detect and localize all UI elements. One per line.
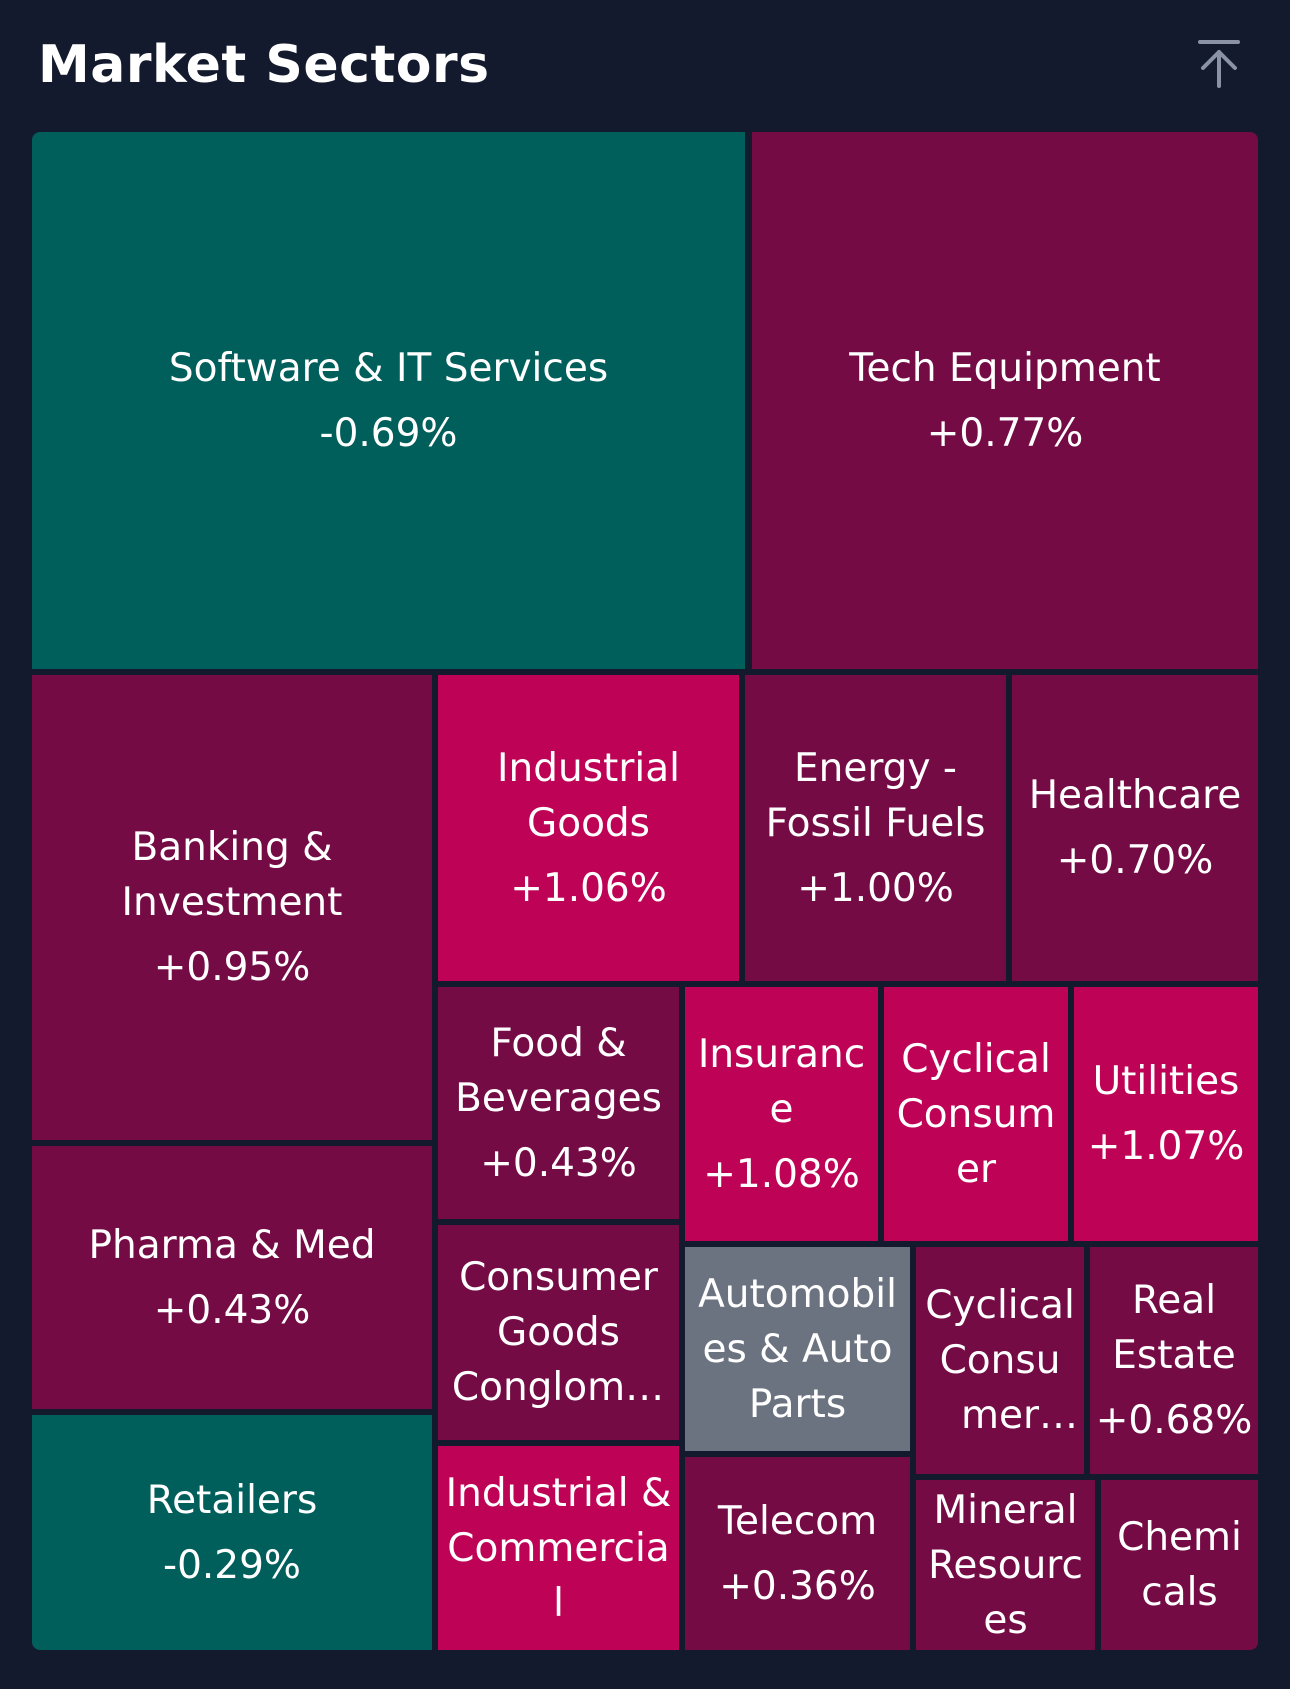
sector-change: +1.06% (510, 865, 667, 911)
sector-name: Automobiles & Auto Parts (698, 1271, 897, 1427)
page-title: Market Sectors (38, 35, 490, 95)
sector-name: Real Estate (1112, 1278, 1236, 1378)
sector-tile-energy-fossil-fuels[interactable]: Energy - Fossil Fuels +1.00% (745, 675, 1006, 981)
sector-name: Industrial & Commercial (445, 1470, 672, 1626)
sector-name: Cyclical Consumer (896, 1036, 1056, 1192)
sector-tile-industrial-commercial[interactable]: Industrial & Commercial (438, 1446, 679, 1650)
sector-tile-mineral-resources[interactable]: Mineral Resources (916, 1480, 1095, 1650)
sector-change: +0.43% (153, 1287, 311, 1333)
sector-name: Tech Equipment (849, 345, 1161, 391)
sector-change: -0.69% (319, 410, 458, 456)
sector-name: Chemicals (1117, 1515, 1242, 1615)
sector-name: Cyclical Consumer Products (925, 1283, 1075, 1438)
sector-tile-real-estate[interactable]: Real Estate +0.68% (1090, 1247, 1258, 1474)
sector-name: Banking & Investment (121, 825, 343, 925)
sector-treemap: Software & IT Services -0.69% Tech Equip… (32, 132, 1258, 1650)
sector-name: Software & IT Services (168, 345, 609, 391)
sector-tile-cyclical-consumer[interactable]: Cyclical Consumer (884, 987, 1068, 1241)
sector-change: +1.00% (797, 865, 954, 911)
sector-change: +0.77% (926, 410, 1084, 456)
sector-tile-utilities[interactable]: Utilities +1.07% (1074, 987, 1258, 1241)
sector-name: Telecom (717, 1498, 878, 1544)
sector-change: +0.36% (719, 1563, 876, 1609)
sector-name: Consumer Goods Conglomerates (451, 1255, 666, 1410)
sector-tile-automobiles-auto-parts[interactable]: Automobiles & Auto Parts (685, 1247, 910, 1451)
sector-tile-industrial-goods[interactable]: Industrial Goods +1.06% (438, 675, 739, 981)
sector-name: Energy - Fossil Fuels (765, 745, 986, 846)
sector-name: Insurance (697, 1031, 866, 1132)
sector-tile-software-it-services[interactable]: Software & IT Services -0.69% (32, 132, 745, 669)
sector-name: Food & Beverages (455, 1020, 662, 1121)
sector-tile-banking-investment[interactable]: Banking & Investment +0.95% (32, 675, 432, 1140)
sector-tile-retailers[interactable]: Retailers -0.29% (32, 1415, 432, 1650)
sector-tile-insurance[interactable]: Insurance +1.08% (685, 987, 878, 1241)
sector-name: Retailers (146, 1477, 318, 1523)
sector-tile-cyclical-consumer-products[interactable]: Cyclical Consumer Products (916, 1247, 1084, 1474)
sector-change: +0.68% (1095, 1398, 1253, 1443)
sector-name: Utilities (1092, 1059, 1240, 1104)
sector-tile-healthcare[interactable]: Healthcare +0.70% (1012, 675, 1258, 981)
sector-change: +1.08% (703, 1151, 860, 1197)
sector-tile-food-beverages[interactable]: Food & Beverages +0.43% (438, 987, 679, 1219)
sector-tile-pharma-med[interactable]: Pharma & Med +0.43% (32, 1146, 432, 1409)
sector-name: Industrial Goods (497, 745, 680, 846)
sector-name: Healthcare (1028, 773, 1242, 818)
sector-tile-telecom[interactable]: Telecom +0.36% (685, 1457, 910, 1650)
sector-name: Mineral Resources (928, 1487, 1083, 1643)
arrow-up-to-line-icon (1198, 40, 1240, 88)
sector-change: +0.70% (1056, 838, 1214, 883)
sector-tile-consumer-goods-conglomerates[interactable]: Consumer Goods Conglomerates (438, 1225, 679, 1440)
sector-tile-chemicals[interactable]: Chemicals (1101, 1480, 1258, 1650)
sector-change: +0.43% (480, 1140, 637, 1186)
sector-change: -0.29% (163, 1542, 301, 1588)
sector-name: Pharma & Med (88, 1222, 376, 1268)
scroll-to-top-button[interactable] (1188, 36, 1250, 92)
sector-change: +0.95% (153, 945, 311, 990)
sector-change: +1.07% (1087, 1124, 1245, 1169)
sector-tile-tech-equipment[interactable]: Tech Equipment +0.77% (752, 132, 1258, 669)
